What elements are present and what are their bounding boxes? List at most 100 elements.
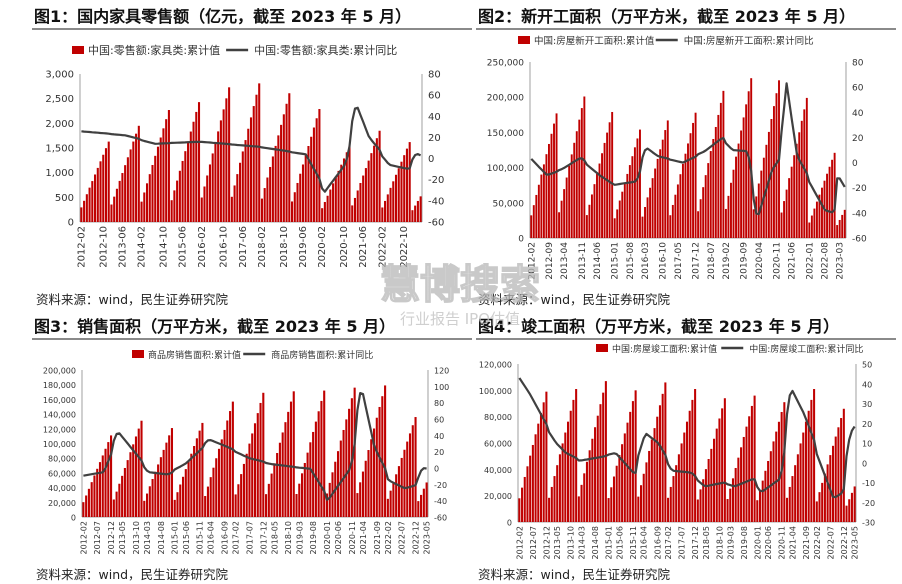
- bar: [206, 175, 209, 222]
- y-tick-label: 120,000: [479, 361, 512, 370]
- bar: [593, 184, 596, 238]
- y-tick-label: 100,000: [487, 164, 524, 174]
- bar: [838, 219, 841, 238]
- legend-label-bar: 商品房销售面积:累计值: [148, 349, 241, 361]
- bar: [803, 109, 806, 239]
- x-tick-label: 2012-07: [529, 526, 538, 559]
- chart-1: 05001,0001,5002,0002,5003,000-60-40-2002…: [45, 43, 444, 268]
- bar: [724, 208, 727, 238]
- bar: [621, 444, 624, 522]
- bar: [699, 489, 702, 522]
- bar: [772, 441, 775, 522]
- bar: [585, 461, 588, 522]
- bar: [253, 423, 257, 517]
- bar: [85, 495, 88, 517]
- bar: [80, 207, 83, 222]
- bar: [214, 142, 217, 222]
- bar: [190, 453, 193, 517]
- bar: [301, 164, 305, 222]
- chart-panel-3: 图3：销售面积（万平方米，截至 2023 年 5 月）: [32, 316, 472, 340]
- bar: [156, 146, 160, 222]
- bar: [707, 458, 710, 522]
- bar: [831, 159, 834, 238]
- chart-panel-2: 图2：新开工面积（万平方米，截至 2023 年 5 月）: [476, 6, 896, 30]
- bar: [537, 423, 540, 522]
- y-tick-label: 80,000: [48, 455, 76, 464]
- bar: [750, 78, 753, 238]
- bar: [298, 483, 301, 517]
- bar: [247, 128, 250, 222]
- bar: [688, 410, 691, 522]
- bar: [658, 405, 661, 522]
- bar: [288, 93, 291, 222]
- bar: [381, 396, 384, 517]
- bar: [143, 192, 146, 222]
- bar: [672, 476, 675, 522]
- bar: [553, 476, 556, 522]
- y-tick-label: 100,000: [43, 440, 76, 449]
- bar: [563, 189, 566, 238]
- bar: [644, 207, 646, 238]
- bar: [339, 440, 342, 517]
- x-tick-label: 2020-01: [323, 521, 332, 554]
- x-tick-label: 2014-03: [578, 526, 587, 559]
- bar: [337, 170, 340, 222]
- bar: [790, 166, 793, 238]
- bar: [126, 157, 129, 222]
- bar: [251, 433, 254, 517]
- x-tick-label: 2019-03: [295, 521, 304, 554]
- bar: [599, 404, 602, 522]
- x-tick-label: 2017-05: [674, 242, 684, 280]
- bar: [718, 418, 721, 522]
- x-tick-label: 2019-08: [309, 521, 318, 554]
- bar: [699, 199, 702, 238]
- title-rule: [476, 338, 896, 340]
- title-rule: [32, 28, 472, 30]
- bar: [173, 190, 176, 222]
- bar: [260, 198, 263, 222]
- bar: [664, 130, 667, 238]
- bar: [687, 143, 689, 238]
- y-tick-label: 250,000: [487, 59, 524, 69]
- bar: [384, 200, 387, 222]
- bar: [676, 184, 679, 238]
- bar: [631, 401, 634, 522]
- bar: [87, 488, 90, 517]
- bar: [580, 108, 583, 238]
- x-tick-label: 2013-05: [118, 521, 127, 554]
- bar: [99, 161, 102, 222]
- bar: [850, 492, 853, 522]
- bar: [375, 417, 378, 517]
- bar: [659, 149, 662, 238]
- bar: [565, 177, 568, 238]
- bar: [580, 484, 583, 522]
- bar: [804, 421, 808, 522]
- bar: [810, 399, 813, 522]
- bar: [775, 431, 778, 522]
- y-tick-label: 60,000: [484, 440, 512, 449]
- title-rule: [32, 338, 472, 340]
- y2-tick-label: 0: [862, 459, 867, 468]
- bar: [737, 143, 740, 238]
- bar: [560, 200, 563, 238]
- x-tick-label: 2015-01: [605, 526, 614, 559]
- bar: [252, 106, 255, 222]
- bar: [359, 183, 362, 222]
- bar: [626, 173, 629, 238]
- bar: [85, 194, 88, 222]
- bar: [707, 163, 710, 238]
- bar: [296, 182, 299, 222]
- x-tick-label: 2020-02: [317, 226, 328, 268]
- x-tick-label: 2012-07: [93, 521, 102, 554]
- bar: [236, 174, 239, 222]
- bar: [323, 201, 326, 222]
- bar: [115, 188, 118, 222]
- bar: [184, 151, 187, 222]
- bar: [273, 463, 276, 517]
- bar: [713, 438, 716, 522]
- y-tick-label: 0: [518, 235, 524, 245]
- bar: [664, 382, 667, 522]
- y2-tick-label: 20: [862, 420, 872, 429]
- y-tick-label: 0: [68, 218, 74, 229]
- bar: [748, 416, 751, 522]
